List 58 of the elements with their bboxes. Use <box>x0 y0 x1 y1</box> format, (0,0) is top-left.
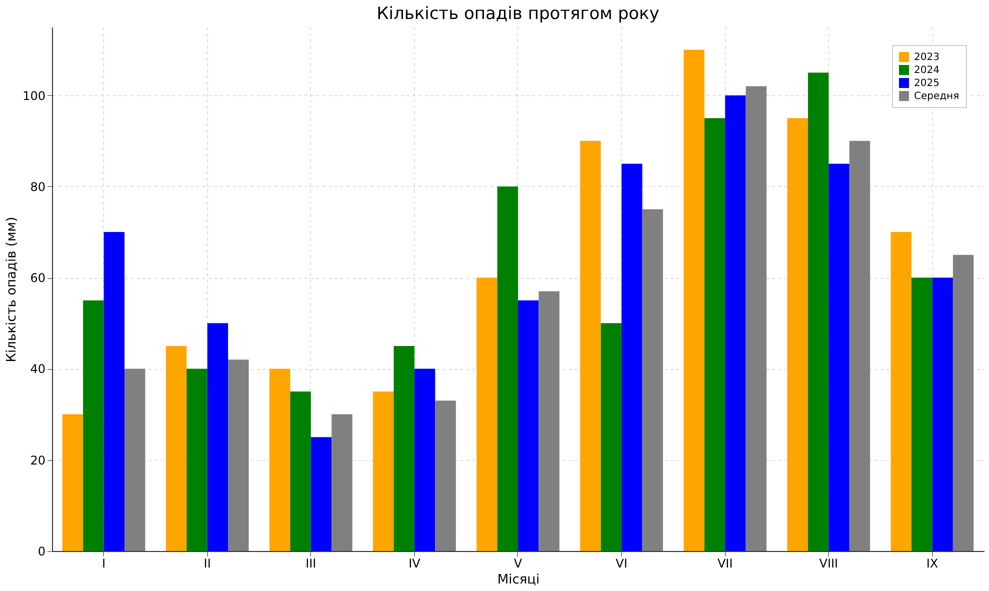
bar <box>725 95 746 551</box>
bar <box>518 300 539 551</box>
bar <box>124 368 146 551</box>
bar <box>269 368 290 551</box>
bar <box>932 278 953 551</box>
bar <box>83 300 104 551</box>
legend-label: 2025 <box>914 78 940 89</box>
bar <box>186 368 208 551</box>
bar <box>912 278 932 551</box>
bar <box>538 291 560 551</box>
bar <box>890 232 912 551</box>
x-tick-label: V <box>514 556 523 570</box>
bar <box>952 254 974 551</box>
bar <box>787 118 808 551</box>
y-tick-label: 60 <box>30 271 46 286</box>
bar <box>828 164 850 551</box>
bar <box>600 323 622 551</box>
bar <box>228 360 249 551</box>
bar <box>62 414 84 551</box>
y-tick-label: 100 <box>22 88 46 103</box>
bar <box>808 72 829 551</box>
bar <box>497 186 518 551</box>
bar <box>476 278 498 551</box>
y-tick-label: 0 <box>38 544 46 558</box>
bar <box>290 392 311 551</box>
x-tick-label: VII <box>717 556 733 570</box>
legend-label: Середня <box>914 91 960 102</box>
bar <box>435 400 456 551</box>
x-tick-label: VI <box>616 556 628 570</box>
bar <box>684 50 704 551</box>
y-tick-label: 20 <box>30 453 46 468</box>
bar <box>746 86 767 551</box>
bar <box>394 346 414 551</box>
x-tick-label: III <box>306 556 316 570</box>
bar <box>207 323 228 551</box>
legend-label: 2023 <box>914 52 940 63</box>
bar <box>310 437 332 551</box>
bar <box>166 346 187 551</box>
bar <box>704 118 726 551</box>
bar <box>414 368 436 551</box>
x-tick-label: IV <box>408 556 422 570</box>
bar <box>849 140 870 551</box>
x-tick-label: I <box>102 556 106 570</box>
x-tick-label: VIII <box>819 556 838 570</box>
bar <box>642 209 663 551</box>
x-axis-title: Місяці <box>497 572 540 588</box>
x-tick-label: II <box>204 556 211 570</box>
y-tick-label: 80 <box>30 180 46 194</box>
bar <box>622 164 642 551</box>
bar <box>104 232 124 551</box>
bar <box>580 140 601 551</box>
x-tick-label: IX <box>926 556 938 570</box>
legend-label: 2024 <box>914 65 940 76</box>
bar <box>373 392 394 551</box>
chart-title: Кількість опадів протягом року <box>376 4 660 24</box>
y-axis-title: Кількість опадів (мм) <box>4 216 20 362</box>
y-tick-label: 40 <box>30 362 46 376</box>
bar <box>332 414 352 551</box>
